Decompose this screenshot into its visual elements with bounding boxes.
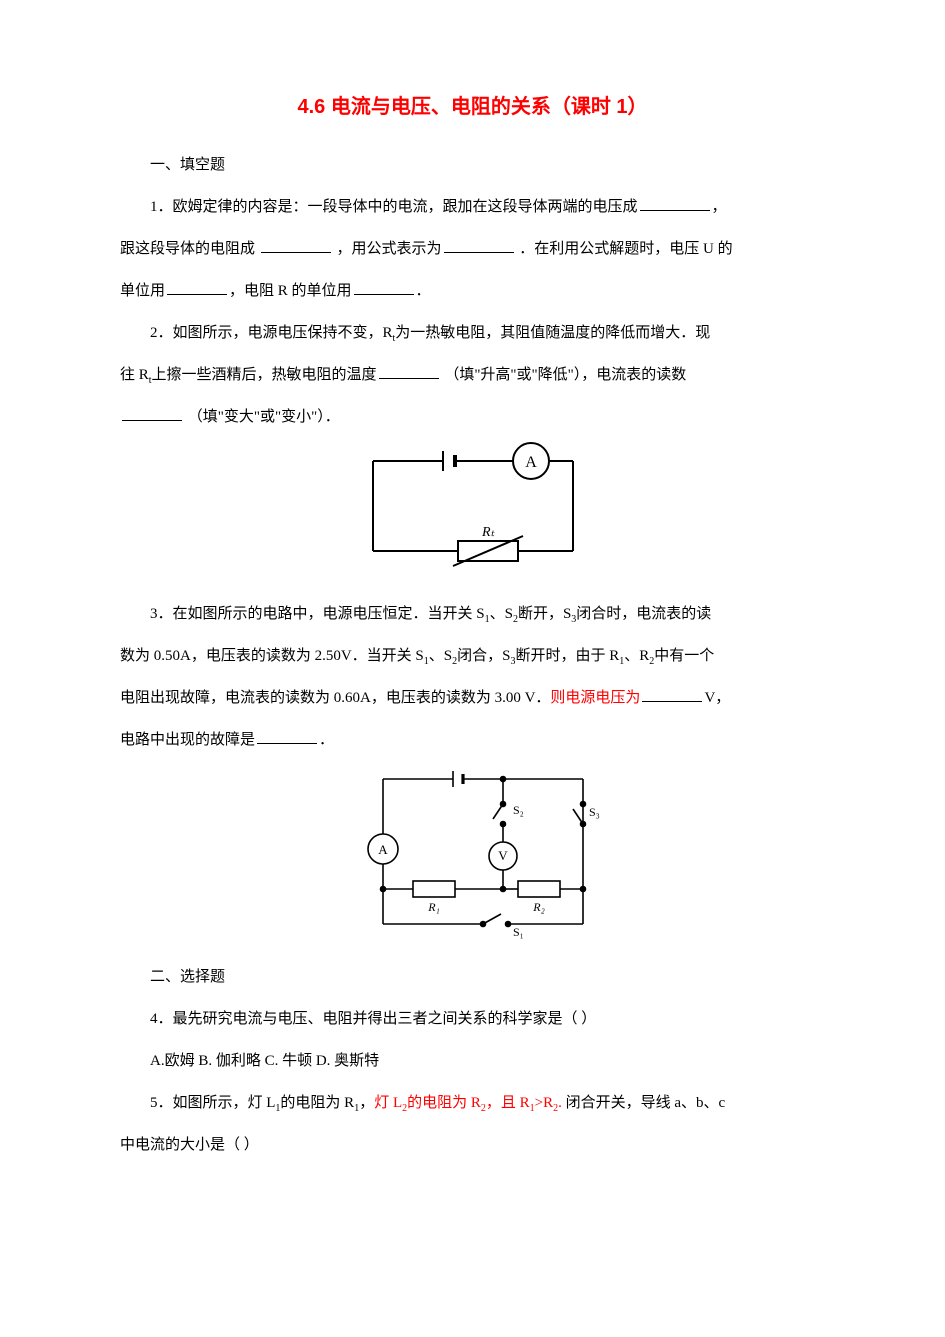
q3-text-m: V， bbox=[704, 690, 730, 706]
question-2-line3: （填"变大"或"变小"）． bbox=[120, 399, 825, 435]
section-2-heading: 二、选择题 bbox=[120, 959, 825, 995]
q2-text-d: 上擦一些酒精后，热敏电阻的温度 bbox=[152, 367, 377, 383]
switch-s1-label: S₁ bbox=[513, 925, 524, 939]
question-1-line2: 跟这段导体的电阻成 ，用公式表示为 ．在利用公式解题时，电压 U 的 bbox=[120, 231, 825, 267]
fill-blank[interactable] bbox=[354, 279, 414, 295]
question-1: 1．欧姆定律的内容是：一段导体中的电流，跟加在这段导体两端的电压成 ， bbox=[120, 189, 825, 225]
q1-text-c: 跟这段导体的电阻成 bbox=[120, 241, 259, 257]
question-3-line2: 数为 0.50A，电压表的读数为 2.50V．当开关 S1、S2闭合，S3断开时… bbox=[120, 638, 825, 674]
page-title: 4.6 电流与电压、电阻的关系（课时 1） bbox=[120, 90, 825, 119]
q1-text-b: ， bbox=[712, 199, 727, 215]
ammeter-label: A bbox=[378, 842, 388, 857]
question-3: 3．在如图所示的电路中，电源电压恒定．当开关 S1、S2断开，S3闭合时，电流表… bbox=[120, 596, 825, 632]
q1-text-f: 单位用 bbox=[120, 283, 165, 299]
q5-text-g: 且 R bbox=[501, 1095, 530, 1111]
q3-text-i: 、R bbox=[624, 648, 649, 664]
q5-text-h: >R bbox=[535, 1095, 553, 1111]
document-page: 4.6 电流与电压、电阻的关系（课时 1） 一、填空题 1．欧姆定律的内容是：一… bbox=[0, 0, 945, 1337]
question-2: 2．如图所示，电源电压保持不变，Rt为一热敏电阻，其阻值随温度的降低而增大．现 bbox=[120, 315, 825, 351]
q3-text-k: 电阻出现故障，电流表的读数为 0.60A，电压表的读数为 3.00 V． bbox=[120, 690, 550, 706]
q2-text-c: 往 R bbox=[120, 367, 149, 383]
q2-text-e: （填"升高"或"降低"），电流表的读数 bbox=[441, 367, 687, 383]
q5-text-d: 灯 L bbox=[374, 1095, 402, 1111]
question-3-line3: 电阻出现故障，电流表的读数为 0.60A，电压表的读数为 3.00 V．则电源电… bbox=[120, 680, 825, 716]
voltmeter-label: V bbox=[498, 848, 508, 863]
figure-1-circuit: A Rₜ bbox=[120, 441, 825, 586]
q5-text-a: 5．如图所示，灯 L bbox=[150, 1095, 275, 1111]
q1-text-a: 1．欧姆定律的内容是：一段导体中的电流，跟加在这段导体两端的电压成 bbox=[150, 199, 638, 215]
fill-blank[interactable] bbox=[379, 363, 439, 379]
q1-text-e: ．在利用公式解题时，电压 U 的 bbox=[516, 241, 733, 257]
q5-text-f: ， bbox=[486, 1095, 501, 1111]
q3-text-l: 则电源电压为 bbox=[550, 690, 640, 706]
resistor-r1-label: R₁ bbox=[427, 900, 440, 914]
fill-blank[interactable] bbox=[444, 237, 514, 253]
question-3-line4: 电路中出现的故障是 ． bbox=[120, 722, 825, 758]
q3-text-b: 、S bbox=[490, 606, 513, 622]
figure-2-circuit: A V R₁ R₂ S₂ S₃ S₁ bbox=[120, 764, 825, 949]
q3-text-j: 中有一个 bbox=[654, 648, 714, 664]
question-5: 5．如图所示，灯 L1的电阻为 R1，灯 L2的电阻为 R2，且 R1>R2. … bbox=[120, 1085, 825, 1121]
ammeter-label: A bbox=[525, 454, 537, 471]
fill-blank[interactable] bbox=[257, 728, 317, 744]
q5-text-e: 的电阻为 R bbox=[407, 1095, 481, 1111]
thermistor-label: Rₜ bbox=[480, 525, 495, 540]
question-4-options: A.欧姆 B. 伽利略 C. 牛顿 D. 奥斯特 bbox=[120, 1043, 825, 1079]
q3-text-c: 断开，S bbox=[518, 606, 571, 622]
q3-text-a: 3．在如图所示的电路中，电源电压恒定．当开关 S bbox=[150, 606, 485, 622]
q3-text-h: 断开时，由于 R bbox=[515, 648, 619, 664]
circuit-diagram-1: A Rₜ bbox=[343, 441, 603, 581]
question-2-line2: 往 Rt上擦一些酒精后，热敏电阻的温度 （填"升高"或"降低"），电流表的读数 bbox=[120, 357, 825, 393]
q3-text-o: ． bbox=[319, 732, 334, 748]
circuit-diagram-2: A V R₁ R₂ S₂ S₃ S₁ bbox=[333, 764, 613, 944]
q2-text-b: 为一热敏电阻，其阻值随温度的降低而增大．现 bbox=[395, 325, 710, 341]
q3-text-g: 闭合，S bbox=[457, 648, 510, 664]
q3-text-f: 、S bbox=[429, 648, 452, 664]
q2-text-f: （填"变大"或"变小"）． bbox=[184, 409, 340, 425]
q1-text-h: ． bbox=[416, 283, 431, 299]
q3-text-e: 数为 0.50A，电压表的读数为 2.50V．当开关 S bbox=[120, 648, 424, 664]
q5-text-i: 闭合开关，导线 a、b、c bbox=[562, 1095, 725, 1111]
q2-text-a: 2．如图所示，电源电压保持不变，R bbox=[150, 325, 393, 341]
fill-blank[interactable] bbox=[640, 195, 710, 211]
switch-s2-label: S₂ bbox=[513, 803, 524, 817]
resistor-r2-label: R₂ bbox=[532, 900, 545, 914]
q5-text-b: 的电阻为 R bbox=[280, 1095, 354, 1111]
fill-blank[interactable] bbox=[261, 237, 331, 253]
section-1-heading: 一、填空题 bbox=[120, 147, 825, 183]
fill-blank[interactable] bbox=[122, 405, 182, 421]
q3-text-n: 电路中出现的故障是 bbox=[120, 732, 255, 748]
fill-blank[interactable] bbox=[167, 279, 227, 295]
question-5-line2: 中电流的大小是（ ） bbox=[120, 1127, 825, 1163]
q5-text-c: ， bbox=[359, 1095, 374, 1111]
question-4: 4．最先研究电流与电压、电阻并得出三者之间关系的科学家是（ ） bbox=[120, 1001, 825, 1037]
switch-s3-label: S₃ bbox=[589, 805, 600, 819]
q1-text-g: ，电阻 R 的单位用 bbox=[229, 283, 352, 299]
q1-text-d: ，用公式表示为 bbox=[333, 241, 442, 257]
q3-text-d: 闭合时，电流表的读 bbox=[576, 606, 711, 622]
fill-blank[interactable] bbox=[642, 686, 702, 702]
question-1-line3: 单位用 ，电阻 R 的单位用 ． bbox=[120, 273, 825, 309]
